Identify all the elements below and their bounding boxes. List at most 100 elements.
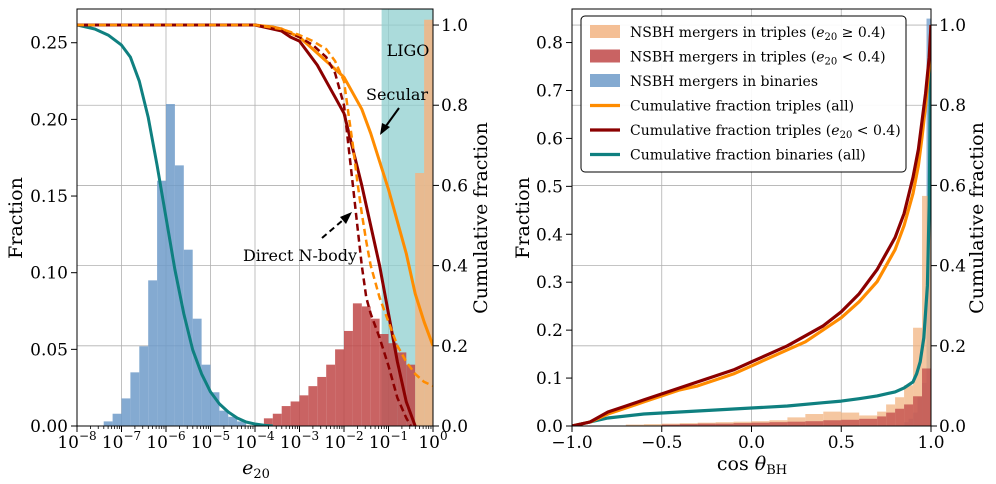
right-y2label: Cumulative fraction [966, 122, 988, 314]
right-x-tick-label: −1.0 [551, 433, 592, 453]
left-panel: LIGO Secular Direct N-body 10−8 10−7 10−6 1… [5, 8, 492, 482]
right-xlabel: cos θBH [717, 453, 787, 478]
left-histograms [103, 9, 433, 426]
right-bar-nsbh-mergers-in-triples-e20-0-4 [697, 423, 716, 426]
annotation-direct-nbody: Direct N-body [243, 246, 357, 265]
left-bar-nsbh-mergers-in-binaries [112, 413, 122, 426]
secular-arrow [385, 107, 400, 127]
left-xlabel: e20 [242, 457, 270, 482]
left-x-tick-label: 10−6 [146, 429, 185, 453]
right-y2-tick-label: 0.2 [939, 337, 966, 357]
right-bar-nsbh-mergers-in-triples-e20-0-4 [751, 422, 770, 426]
right-y-tick-label: 0.7 [536, 81, 563, 101]
right-x-tick-label: 0.5 [828, 433, 855, 453]
right-y2-tick-label: 0.8 [939, 96, 966, 116]
left-y-tick-label: 0.20 [30, 110, 68, 130]
right-y-tick-label: 0.8 [536, 34, 563, 54]
right-y-tick-label: 0.6 [536, 129, 563, 149]
left-bar-nsbh-mergers-in-binaries [210, 392, 220, 426]
left-x-tick-label: 100 [418, 429, 447, 453]
left-bar-nsbh-mergers-in-triples-e20-0-4 [308, 386, 318, 426]
left-bar-nsbh-mergers-in-triples-e20-0-4 [290, 401, 300, 426]
left-y2label: Cumulative fraction [470, 122, 492, 314]
left-y2-tick-label: 0.8 [441, 96, 468, 116]
left-bar-nsbh-mergers-in-binaries [157, 180, 166, 426]
right-bar-nsbh-mergers-in-triples-e20-0-4 [922, 368, 931, 426]
right-y-tick-label: 0.2 [536, 321, 563, 341]
left-line-cumulative-fraction-binaries-all [77, 23, 273, 426]
legend-label: Cumulative fraction triples (e20 < 0.4) [630, 123, 901, 141]
left-y-tick-label: 0.05 [30, 340, 68, 360]
right-bar-nsbh-mergers-in-triples-e20-0-4 [733, 423, 752, 426]
right-x-tick-label: −0.5 [641, 433, 682, 453]
right-bar-nsbh-mergers-in-triples-e20-0-4 [787, 421, 806, 426]
right-bar-nsbh-mergers-in-triples-e20-0-4 [913, 396, 923, 426]
legend-label: NSBH mergers in triples (e20 < 0.4) [630, 50, 886, 68]
right-bar-nsbh-mergers-in-triples-e20-0-4 [841, 419, 860, 426]
left-bar-nsbh-mergers-in-binaries [148, 280, 158, 426]
left-y-tick-label: 0.10 [30, 264, 68, 284]
right-y2-tick-label: 0.6 [939, 176, 966, 196]
right-ylabel: Fraction [512, 177, 534, 259]
right-bar-nsbh-mergers-in-triples-e20-0-4 [643, 424, 662, 426]
left-x-tick-label: 10−5 [191, 429, 230, 453]
right-bar-nsbh-mergers-in-triples-e20-0-4 [877, 416, 887, 426]
right-bar-nsbh-mergers-in-triples-e20-0-4 [679, 424, 698, 426]
left-bar-nsbh-mergers-in-triples-e20-0-4 [326, 364, 336, 426]
left-y2-tick-label: 0.4 [441, 257, 468, 277]
left-line-direct-n-body-triples-all [77, 23, 433, 388]
right-bar-nsbh-mergers-in-triples-e20-0-4 [823, 420, 842, 426]
legend-swatch [590, 25, 620, 38]
left-bar-nsbh-mergers-in-triples-e20-0-4 [361, 306, 371, 426]
legend-label: Cumulative fraction binaries (all) [630, 148, 866, 164]
right-bar-nsbh-mergers-in-triples-e20-0-4 [805, 421, 824, 426]
left-bar-nsbh-mergers-in-binaries [139, 346, 149, 426]
left-bar-nsbh-mergers-in-binaries [166, 104, 175, 426]
left-line-cumulative-fraction-triples-e20-0-4 [77, 23, 417, 426]
right-y-tick-label: 0.3 [536, 273, 563, 293]
left-bar-nsbh-mergers-in-triples-e20-0-4 [370, 318, 380, 426]
left-bar-nsbh-mergers-in-triples-e20-0-4 [317, 376, 327, 426]
right-cdf-lines [572, 24, 931, 426]
right-line-cumulative-fraction-triples-e20-0-4 [572, 24, 931, 426]
right-y2-tick-label: 1.0 [939, 16, 966, 36]
right-bar-nsbh-mergers-in-triples-e20-0-4 [805, 414, 824, 426]
right-line-cumulative-fraction-triples-all [572, 24, 931, 426]
ligo-label: LIGO [387, 41, 430, 60]
nbody-arrow [321, 219, 344, 239]
left-y-tick-label: 0.25 [30, 34, 68, 54]
right-y2-tick-label: 0.0 [939, 417, 966, 437]
left-bar-nsbh-mergers-in-triples-e20-0-4 [344, 330, 353, 426]
left-x-tick-label: 10−1 [369, 429, 408, 453]
left-x-tick-label: 10−3 [280, 429, 319, 453]
right-panel: −1.0 −0.5 0.0 0.5 1.00.00.10.20.30.40.50.60.… [512, 8, 988, 478]
left-bar-nsbh-mergers-in-binaries [237, 421, 247, 426]
left-y-tick-label: 0.15 [30, 187, 68, 207]
left-y-tick-label: 0.00 [30, 417, 68, 437]
left-line-cumulative-fraction-triples-all [77, 23, 433, 347]
left-ticks: 10−8 10−7 10−6 10−5 10−4 10−3 10−2 10−1 100 0.00 0… [30, 16, 468, 453]
annotation-secular: Secular [366, 85, 428, 104]
left-bar-nsbh-mergers-in-triples-e20-0-4 [299, 395, 309, 426]
legend-box [580, 15, 907, 173]
left-bar-nsbh-mergers-in-binaries [219, 410, 229, 426]
right-bar-nsbh-mergers-in-triples-e20-0-4 [895, 408, 905, 426]
right-ticks: −1.0 −0.5 0.0 0.5 1.00.00.10.20.30.40.50.60.… [536, 16, 966, 453]
left-x-tick-label: 10−8 [57, 429, 96, 453]
left-gridlines [76, 9, 434, 427]
left-bar-nsbh-mergers-in-triples-e20-0-4 [424, 19, 433, 426]
left-bar-nsbh-mergers-in-triples-e20-0-4 [406, 364, 416, 426]
legend-label: Cumulative fraction triples (all) [630, 99, 854, 115]
left-bar-nsbh-mergers-in-binaries [130, 372, 140, 426]
left-y2-tick-label: 0.6 [441, 176, 468, 196]
left-x-tick-label: 10−2 [324, 429, 363, 453]
left-x-tick-label: 10−7 [102, 429, 141, 453]
right-bar-nsbh-mergers-in-triples-e20-0-4 [625, 424, 644, 426]
left-ylabel: Fraction [5, 177, 27, 259]
right-y-tick-label: 0.4 [536, 225, 563, 245]
right-bar-nsbh-mergers-in-triples-e20-0-4 [715, 423, 734, 426]
left-bar-nsbh-mergers-in-binaries [121, 398, 131, 426]
legend-label: NSBH mergers in triples (e20 ≥ 0.4) [630, 25, 886, 43]
right-y-tick-label: 0.0 [536, 417, 563, 437]
